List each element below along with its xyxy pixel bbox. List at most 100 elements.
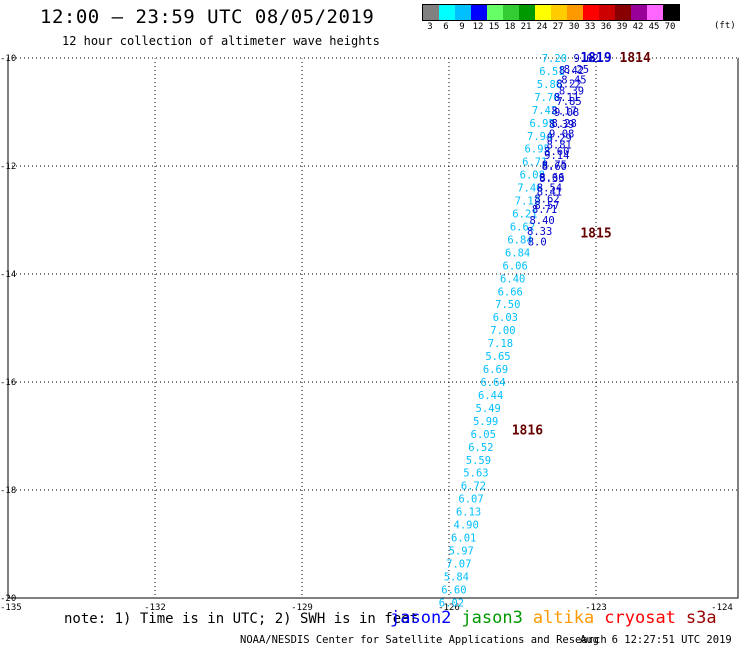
wave-height-label: 8.28	[552, 118, 577, 130]
satellite-jason3: jason3	[461, 608, 523, 628]
wave-height-label: 8.33	[539, 173, 564, 185]
scale-swatch	[519, 5, 535, 20]
wave-height-label: 8.0	[528, 237, 547, 249]
wave-height-label: 8.41	[537, 186, 562, 198]
wave-height-label: 6.02	[439, 597, 464, 609]
scale-label: 45	[648, 22, 660, 32]
wave-height-label: 7.18	[488, 338, 513, 350]
scale-swatch	[631, 5, 647, 20]
wave-height-label: 6.06	[503, 260, 528, 272]
wave-height-label: 6.71	[522, 157, 547, 169]
scale-label: 39	[616, 22, 628, 32]
chart-subtitle: 12 hour collection of altimeter wave hei…	[62, 34, 380, 48]
wave-height-label: 5.99	[473, 416, 498, 428]
wave-height-label: 8.22	[556, 78, 581, 90]
y-tick-label: -12	[0, 162, 16, 172]
wave-height-label: 8.39	[559, 85, 584, 97]
color-scale-labels: 3 6 9 12 15 18 21 24 27 30 33 36 39 42 45 70	[422, 22, 680, 32]
scale-swatch	[663, 5, 679, 20]
satellite-legend: jason2 jason3 altika cryosat s3a	[390, 608, 727, 628]
time-annotation: 1816	[512, 424, 543, 439]
wave-height-label: 8.25	[564, 64, 589, 76]
scale-swatch	[599, 5, 615, 20]
wave-height-label: 6.95	[525, 144, 550, 156]
wave-height-label: 8.40	[529, 215, 554, 227]
scale-label: 24	[536, 22, 548, 32]
x-tick-label: -124	[711, 603, 733, 613]
wave-height-label: 6.07	[458, 494, 483, 506]
satellite-cryosat: cryosat	[604, 608, 676, 628]
wave-height-label: 6.44	[478, 390, 503, 402]
wave-height-label: 9.08	[554, 107, 579, 119]
wave-height-label: 8.81	[547, 139, 572, 151]
scale-label: 70	[664, 22, 676, 32]
wave-height-label: 9.02	[574, 53, 599, 65]
satellite-s3a: s3a	[685, 608, 717, 628]
wave-height-label: 7.42	[532, 105, 557, 117]
wave-height-label: 6.95	[529, 118, 554, 130]
scale-label: 3	[427, 22, 433, 32]
color-scale-swatches	[422, 4, 680, 21]
time-annotation: 1815	[580, 227, 611, 242]
scale-label: 36	[600, 22, 612, 32]
wave-height-label: 5.86	[537, 79, 562, 91]
x-tick-label: -129	[291, 603, 313, 613]
wave-height-label: 8.45	[561, 75, 586, 87]
footer-credit: NOAA/NESDIS Center for Satellite Applica…	[240, 634, 607, 646]
scale-label: 6	[443, 22, 449, 32]
wave-height-label: 5.84	[444, 571, 469, 583]
color-scale-unit: (ft)	[714, 21, 736, 31]
wave-height-label: 7.20	[542, 53, 567, 65]
wave-height-label: 8.11	[554, 92, 579, 104]
wave-height-label: 7.70	[534, 92, 559, 104]
x-tick-label: -132	[144, 603, 166, 613]
x-tick-label: -126	[438, 603, 460, 613]
scale-label: 42	[632, 22, 644, 32]
scale-label: 21	[520, 22, 532, 32]
scale-swatch	[455, 5, 471, 20]
y-tick-label: -14	[0, 270, 16, 280]
wave-height-label: 6.03	[493, 312, 518, 324]
color-scale-legend: 3 6 9 12 15 18 21 24 27 30 33 36 39 42 45 70 (ft)	[422, 4, 736, 32]
scale-swatch	[487, 5, 503, 20]
wave-height-label: 5.97	[449, 545, 474, 557]
scale-swatch	[535, 5, 551, 20]
wave-height-label: 7.00	[490, 325, 515, 337]
wave-height-label: 6.52	[468, 442, 493, 454]
wave-height-label: 6.72	[461, 481, 486, 493]
wave-height-label: 6.66	[498, 286, 523, 298]
scale-swatch	[647, 5, 663, 20]
wave-height-label: 6.69	[483, 364, 508, 376]
wave-height-label: 6.13	[456, 507, 481, 519]
scale-swatch	[439, 5, 455, 20]
wave-height-label: 5.49	[476, 403, 501, 415]
wave-height-label: 5.63	[463, 468, 488, 480]
wave-height-label: 7.50	[495, 299, 520, 311]
satellite-altika: altika	[532, 608, 595, 628]
y-tick-label: -20	[0, 594, 16, 604]
wave-height-label: 6.60	[441, 584, 466, 596]
wave-height-label: 8.29	[547, 132, 572, 144]
y-tick-label: -18	[0, 486, 16, 496]
time-annotation: 1819	[580, 51, 611, 66]
wave-height-label: 8.17	[552, 105, 577, 117]
footer-timestamp: Aug 6 12:27:51 UTC 2019	[580, 634, 732, 646]
wave-height-label: 5.65	[485, 351, 510, 363]
wave-height-label: 5.59	[466, 455, 491, 467]
wave-height-label: 6.08	[520, 170, 545, 182]
plot-frame	[7, 57, 739, 599]
time-annotation: 1814	[620, 51, 651, 66]
footer-note: note: 1) Time is in UTC; 2) SWH is in fe…	[64, 611, 419, 627]
x-tick-label: -123	[585, 603, 607, 613]
scale-swatch	[423, 5, 439, 20]
wave-height-label: 6.51	[539, 66, 564, 78]
wave-height-label: 9.14	[544, 150, 569, 162]
scale-label: 18	[504, 22, 516, 32]
wave-height-label: 7.46	[517, 183, 542, 195]
wave-height-label: 7.94	[527, 131, 552, 143]
wave-height-label: 8.60	[542, 161, 567, 173]
wave-height-label: 6.01	[451, 533, 476, 545]
wave-height-label: 8.33	[527, 226, 552, 238]
wave-height-label: 4.90	[454, 520, 479, 532]
